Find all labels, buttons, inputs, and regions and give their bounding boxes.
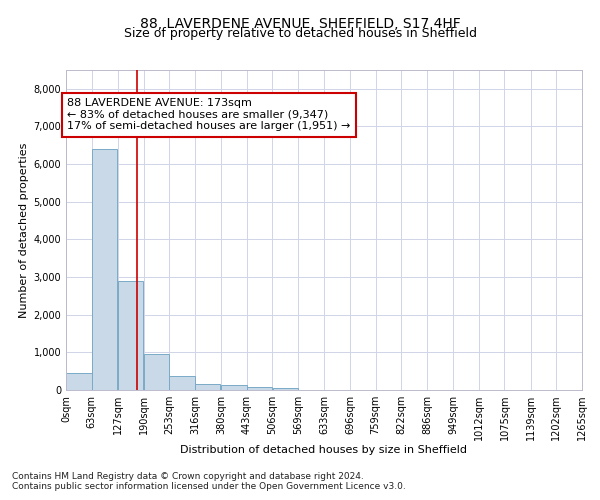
Bar bbox=[118, 281, 143, 390]
Bar bbox=[143, 354, 169, 390]
Bar bbox=[169, 376, 195, 390]
Text: 88, LAVERDENE AVENUE, SHEFFIELD, S17 4HF: 88, LAVERDENE AVENUE, SHEFFIELD, S17 4HF bbox=[140, 18, 460, 32]
Text: 88 LAVERDENE AVENUE: 173sqm
← 83% of detached houses are smaller (9,347)
17% of : 88 LAVERDENE AVENUE: 173sqm ← 83% of det… bbox=[67, 98, 350, 132]
Bar bbox=[221, 386, 247, 390]
Text: Contains public sector information licensed under the Open Government Licence v3: Contains public sector information licen… bbox=[12, 482, 406, 491]
Bar bbox=[247, 387, 272, 390]
Text: Contains HM Land Registry data © Crown copyright and database right 2024.: Contains HM Land Registry data © Crown c… bbox=[12, 472, 364, 481]
Text: Size of property relative to detached houses in Sheffield: Size of property relative to detached ho… bbox=[124, 28, 476, 40]
Y-axis label: Number of detached properties: Number of detached properties bbox=[19, 142, 29, 318]
X-axis label: Distribution of detached houses by size in Sheffield: Distribution of detached houses by size … bbox=[181, 444, 467, 454]
Bar bbox=[195, 384, 220, 390]
Bar bbox=[272, 388, 298, 390]
Bar bbox=[66, 373, 92, 390]
Bar bbox=[92, 149, 117, 390]
